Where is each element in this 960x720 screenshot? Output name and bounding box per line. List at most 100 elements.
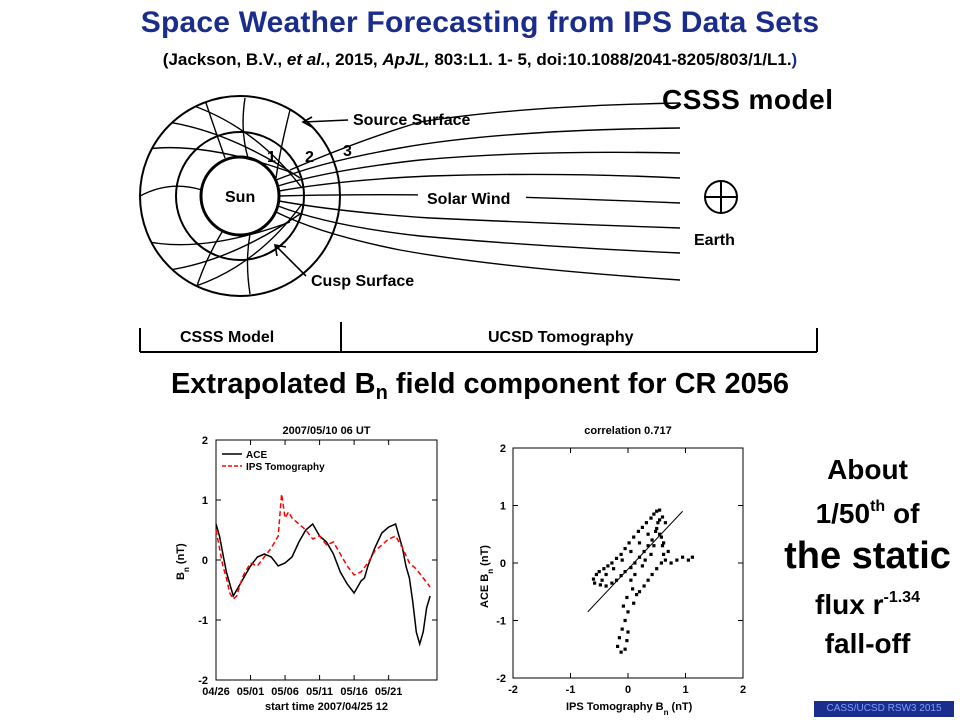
scatter-point [610,581,614,585]
citation-close: ) [791,50,798,69]
source-surface-label: Source Surface [353,112,470,129]
y-tick-label: 2 [202,435,208,447]
region-3-label: 3 [343,143,352,160]
scatter-point [616,644,620,648]
region-2-label: 2 [305,149,314,166]
x-tick-label: 1 [682,684,688,696]
scatter-point [633,572,637,577]
scatter-point [637,555,642,559]
y-tick-label: -1 [496,616,506,628]
scatter-point [626,610,630,614]
scatter-point [635,593,639,597]
scatter-point [642,584,646,588]
citation-rest: 803:L1. 1- 5, doi:10.1088/2041-8205/803/… [429,50,792,69]
scatter-point [659,535,663,539]
bottom-scale-bar [139,322,818,353]
correlation-scatter-chart: correlation 0.717 -2 -1 0 1 2 -2 -1 0 1 2 IPS Tomog… [479,425,746,717]
scatter-point [633,561,637,565]
scatter-point [594,572,598,577]
x-tick-label: 04/26 [202,686,230,698]
x-tick-label: 05/06 [271,686,299,698]
scatter-point [686,558,690,562]
aside-line-5: fall-off [824,628,911,659]
aside-fraction: 1/50 [815,498,871,529]
earth-icon [704,180,738,214]
section-title: Extrapolated Bn field component for CR 2… [0,368,960,405]
scatter-point [614,556,619,560]
scatter-point [660,544,665,548]
scatter-point [619,574,623,578]
section-title-suffix: field component for CR 2056 [387,368,790,400]
aside-note: About 1/50th of the static flux r-1.34 f… [775,452,960,664]
scatter-point [623,547,627,551]
aside-line-2: 1/50th of [775,488,960,533]
scatter-point [675,558,679,562]
chart-title: correlation 0.717 [584,425,671,437]
scatter-point [600,578,604,582]
scatter-point [690,555,694,559]
scatter-point [650,538,654,542]
y-tick-label: 1 [202,495,208,507]
scatter-point [604,584,608,588]
scatter-point [646,532,650,536]
scatter-point [658,508,662,512]
chart-title: 2007/05/10 06 UT [282,425,370,437]
legend-label-1: IPS Tomography [246,462,325,473]
solar-wind-field-lines [275,102,681,281]
x-axis-label: IPS Tomography Bn (nT) [566,701,693,717]
scatter-point [606,564,610,568]
scatter-point [663,558,667,562]
scatter-point [658,532,662,536]
scatter-point [649,552,653,556]
scatter-point [643,558,647,562]
scatter-point [662,541,666,545]
scatter-point [627,541,631,545]
x-tick-label: 05/11 [306,686,333,698]
aside-flux: flux r [815,589,884,620]
scatter-point [644,521,648,525]
scatter-point [620,558,624,562]
x-tick-label: 2 [740,684,746,696]
scatter-point [642,549,646,554]
scatter-point [617,636,621,640]
scatter-point [637,590,642,594]
citation-etal: et al. [286,50,326,69]
ucsd-tomography-bar-label: UCSD Tomography [488,329,634,346]
section-title-prefix: Extrapolated B [170,368,376,400]
aside-fraction-sup: th [870,498,886,515]
scatter-point [597,570,601,574]
scatter-point [649,516,653,520]
y-axis-label: Bn (nT) [175,543,191,580]
plot-frame [512,447,744,679]
y-tick-label: 1 [500,501,506,513]
citation-journal: ApJL, [382,50,430,69]
aside-line-1: About [827,454,908,485]
y-tick-label: -1 [198,615,208,627]
legend-label-0: ACE [246,450,267,461]
x-tick-label: 05/16 [340,686,368,698]
scatter-point [636,529,640,533]
scatter-point [629,566,633,570]
citation-open: (Jackson, B.V., [162,50,287,69]
series-line-1 [215,493,431,601]
scatter-point [604,572,608,577]
aside-line-4: flux r-1.34 [775,579,960,624]
x-axis-label: start time 2007/04/25 12 [265,701,388,713]
scatter-point [619,650,623,654]
scatter-point [652,512,656,516]
scatter-point [629,578,633,582]
x-tick-label: 05/01 [237,686,265,698]
scatter-point [662,552,666,556]
scatter-point [655,567,659,571]
scatter-point [625,639,629,643]
scatter-point [614,578,619,582]
source-surface-arrow [301,116,349,128]
y-axis-label: ACE Bn (nT) [479,545,495,608]
y-tick-label: 0 [500,558,506,570]
scatter-point [654,529,658,533]
cusp-surface-label: Cusp Surface [311,273,414,290]
solar-wind-label: Solar Wind [427,191,510,208]
scatter-point [632,535,636,539]
x-tick-label: 0 [625,684,631,696]
scatter-point [591,577,596,581]
